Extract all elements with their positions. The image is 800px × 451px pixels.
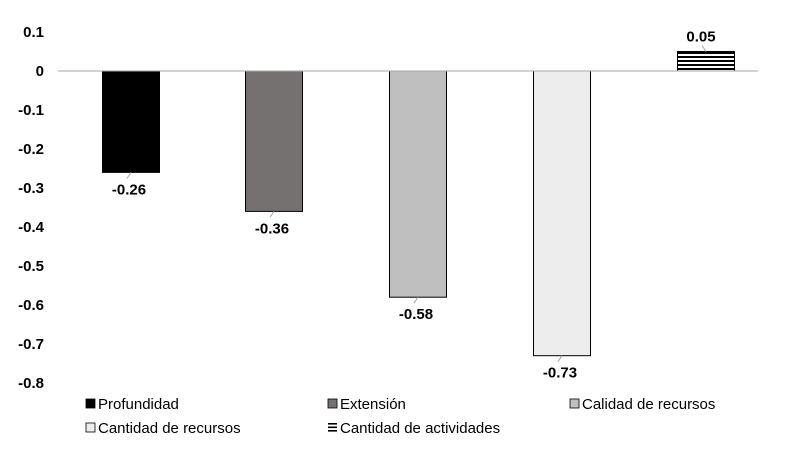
legend-item: Cantidad de recursos — [85, 420, 241, 437]
label-leader-line — [413, 296, 419, 304]
legend-swatch — [85, 398, 96, 409]
legend-label: Profundidad — [98, 396, 179, 413]
data-label: 0.05 — [686, 29, 715, 46]
data-label: -0.58 — [399, 306, 433, 323]
label-leader-line — [701, 45, 707, 52]
y-tick-label: 0.1 — [23, 24, 44, 41]
legend-swatch — [328, 430, 337, 432]
legend-item: Extensión — [327, 396, 406, 413]
y-tick-label: -0.1 — [18, 102, 44, 119]
legend-item: Profundidad — [85, 396, 179, 413]
legend-label: Cantidad de actividades — [340, 420, 500, 437]
legend-item: Cantidad de actividades — [328, 420, 500, 437]
y-tick-label: -0.2 — [18, 141, 44, 158]
legend-label: Extensión — [340, 396, 406, 413]
legend-swatch — [327, 398, 338, 409]
y-tick-label: -0.8 — [18, 375, 44, 392]
legend-swatch — [569, 398, 580, 409]
bar-calidad-de-recursos — [389, 70, 447, 298]
label-leader-line — [269, 211, 275, 218]
y-tick-label: -0.6 — [18, 297, 44, 314]
label-leader-line — [126, 172, 132, 179]
y-tick-label: 0 — [36, 63, 44, 80]
bar-cantidad-de-recursos — [533, 70, 591, 357]
legend-label: Calidad de recursos — [582, 396, 715, 413]
y-tick-label: -0.7 — [18, 336, 44, 353]
data-label: -0.26 — [112, 181, 146, 198]
data-labels: -0.26 -0.36 -0.58 -0.73 0.05 — [112, 29, 716, 382]
y-tick-label: -0.3 — [18, 180, 44, 197]
y-tick-label: -0.4 — [18, 219, 45, 236]
bar-cantidad-de-actividades — [677, 51, 735, 72]
y-axis-ticks: 0.1 0 -0.1 -0.2 -0.3 -0.4 -0.5 -0.6 -0.7 -0.8 — [18, 24, 45, 392]
legend-swatch — [328, 426, 337, 429]
bar-extension — [245, 70, 303, 212]
y-tick-label: -0.5 — [18, 258, 44, 275]
label-leader-line — [557, 355, 563, 362]
legend-label: Cantidad de recursos — [98, 420, 241, 437]
data-label: -0.73 — [543, 365, 577, 382]
legend-swatch — [85, 422, 96, 433]
legend: Profundidad Extensión Calidad de recursos C… — [85, 396, 715, 437]
legend-swatch — [328, 423, 337, 425]
legend-item: Calidad de recursos — [569, 396, 715, 413]
bar-profundidad — [102, 70, 160, 173]
data-label: -0.36 — [255, 220, 289, 237]
